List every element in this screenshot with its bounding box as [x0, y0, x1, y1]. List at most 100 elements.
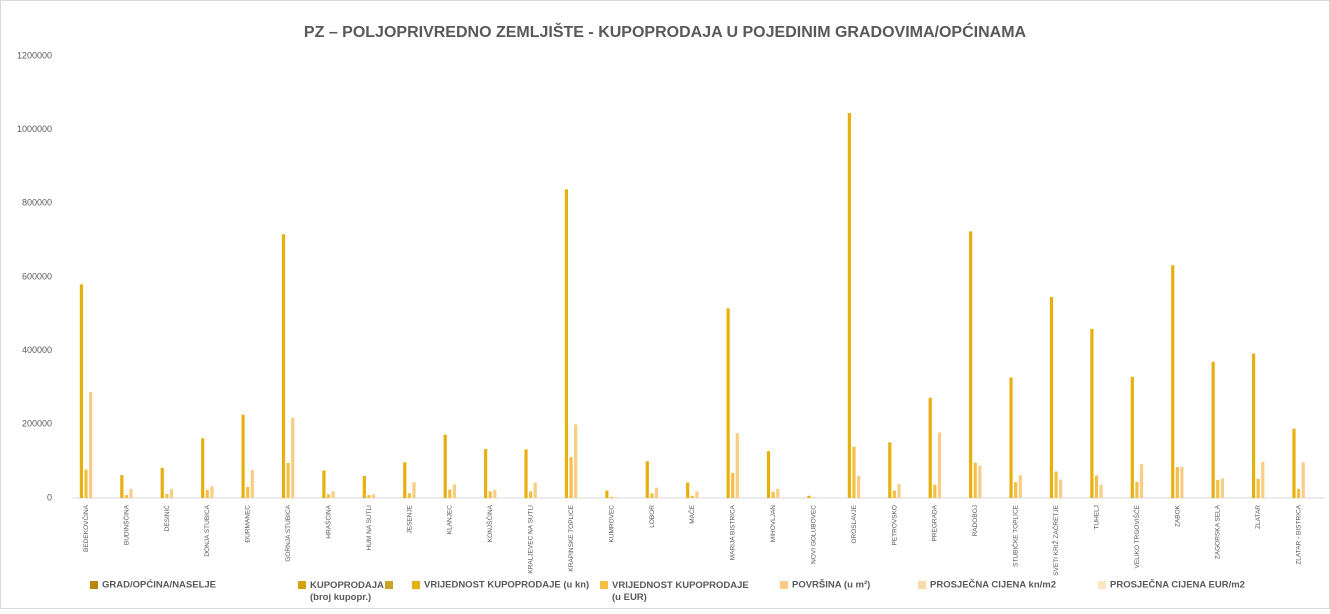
bar [614, 497, 617, 498]
bar [372, 494, 375, 498]
bar [201, 438, 204, 498]
x-tick-label: TUHELJ [1093, 505, 1100, 530]
legend-swatch [298, 581, 306, 589]
bar [210, 486, 213, 498]
x-tick-label: JESENJE [406, 504, 413, 533]
bar [686, 483, 689, 498]
bar [291, 418, 294, 498]
bar [1140, 464, 1143, 498]
bar [1297, 489, 1300, 498]
bar [489, 491, 492, 498]
bar [569, 457, 572, 498]
bar [691, 496, 694, 498]
bar [974, 463, 977, 498]
bar [736, 433, 739, 498]
x-tick-label: KONJŠČINA [485, 504, 494, 542]
bar [327, 494, 330, 498]
bar [453, 484, 456, 498]
x-tick-label: OROSLAVJE [851, 504, 858, 543]
x-tick-label: MARIJA BISTRICA [730, 504, 737, 560]
x-tick-label: ZABOK [1174, 504, 1181, 527]
bar [565, 189, 568, 498]
y-tick-label: 0 [47, 492, 52, 502]
bar [1009, 378, 1012, 498]
bar [403, 462, 406, 498]
bar [493, 490, 496, 498]
bar [807, 496, 810, 498]
x-tick-label: ZLATAR [1255, 505, 1262, 529]
x-tick-label: DONJA STUBICA [204, 504, 211, 556]
bar [170, 489, 173, 498]
bar [1261, 462, 1264, 498]
x-tick-label: KRALJEVEC NA SUTLI [528, 505, 535, 574]
bar [938, 432, 941, 498]
bar [888, 442, 891, 498]
bar [444, 435, 447, 498]
bar [129, 489, 132, 498]
bar [1014, 482, 1017, 498]
legend-label: VRIJEDNOST KUPOPRODAJE (u kn) [424, 580, 589, 591]
bar [727, 308, 730, 498]
x-tick-label: KRAPINSKE TOPLICE [568, 504, 575, 571]
bar [1171, 265, 1174, 498]
chart-title: PZ – POLJOPRIVREDNO ZEMLJIŠTE - KUPOPROD… [304, 22, 1027, 41]
x-tick-label: SVETI KRIŽ ZAČRETJE [1051, 504, 1060, 575]
x-tick-label: ZAGORSKA SELA [1215, 504, 1222, 559]
bar [448, 490, 451, 498]
legend-swatch [918, 581, 926, 589]
bar [534, 483, 537, 498]
legend-label-line: KUPOPRODAJA [310, 580, 384, 591]
x-tick-label: NOVI GOLUBOVEC [810, 505, 817, 564]
bar [1099, 485, 1102, 498]
legend-label: PROSJEČNA CIJENA kn/m2 [930, 579, 1056, 591]
bar [933, 485, 936, 498]
bar [610, 497, 613, 498]
bar [125, 495, 128, 498]
y-tick-label: 600000 [22, 271, 52, 281]
bar [408, 493, 411, 498]
bar [897, 484, 900, 498]
bar [776, 489, 779, 498]
legend-label: PROSJEČNA CIJENA EUR/m2 [1110, 579, 1245, 591]
bar [1257, 479, 1260, 498]
bar [524, 449, 527, 498]
x-tick-label: LOBOR [649, 505, 656, 528]
bar [1216, 480, 1219, 498]
bar [969, 231, 972, 498]
bar [165, 494, 168, 498]
x-tick-label: MIHOVLJAN [770, 505, 777, 543]
x-tick-label: HUM NA SUTLI [366, 505, 373, 551]
bar [367, 495, 370, 498]
legend-swatch [780, 581, 788, 589]
x-tick-label: BUDINŠČINA [121, 504, 130, 545]
bar [282, 234, 285, 498]
bar [852, 447, 855, 498]
bar [332, 491, 335, 498]
legend-swatch [90, 581, 98, 589]
bar [1095, 476, 1098, 498]
legend-label: POVRŠINA (u m²) [792, 579, 870, 591]
legend-swatch [385, 581, 393, 589]
y-tick-label: 800000 [22, 198, 52, 208]
bar [1252, 354, 1255, 498]
x-tick-label: KLANJEC [447, 505, 454, 535]
legend-swatch [1098, 581, 1106, 589]
bar [893, 491, 896, 498]
bar [695, 491, 698, 498]
bar [1059, 480, 1062, 498]
legend-label-line: (broj kupopr.) [310, 592, 371, 603]
y-tick-label: 1200000 [17, 50, 52, 60]
bar [529, 491, 532, 498]
bar [731, 473, 734, 498]
x-tick-label: ĐURMANEC [245, 505, 252, 543]
bar [246, 487, 249, 498]
y-tick-label: 200000 [22, 419, 52, 429]
bar [1176, 467, 1179, 498]
bar [655, 488, 658, 498]
x-tick-label: KUMROVEC [608, 505, 615, 543]
bar [1212, 362, 1215, 498]
x-tick-label: MAČE [687, 504, 696, 523]
bar [1090, 329, 1093, 498]
x-tick-label: VELIKO TRGOVIŠĆE [1132, 504, 1141, 568]
legend-label: GRAD/OPĆINA/NASELJE [102, 579, 216, 591]
